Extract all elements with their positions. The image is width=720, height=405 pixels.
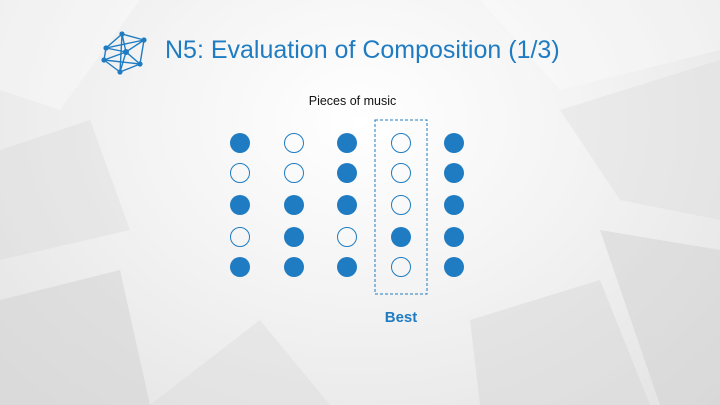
filled-dot <box>337 195 357 215</box>
filled-dot <box>230 195 250 215</box>
filled-dot <box>444 227 464 247</box>
filled-dot <box>337 163 357 183</box>
filled-dot <box>284 195 304 215</box>
slide-title: N5: Evaluation of Composition (1/3) <box>165 36 560 64</box>
empty-dot <box>284 163 304 183</box>
empty-dot <box>391 163 411 183</box>
filled-dot <box>337 257 357 277</box>
filled-dot <box>230 133 250 153</box>
empty-dot <box>284 133 304 153</box>
network-logo-icon <box>101 31 147 75</box>
best-label: Best <box>384 309 418 326</box>
empty-dot <box>391 257 411 277</box>
empty-dot <box>391 195 411 215</box>
filled-dot <box>444 163 464 183</box>
filled-dot <box>444 133 464 153</box>
filled-dot <box>444 195 464 215</box>
empty-dot <box>337 227 357 247</box>
empty-dot <box>391 133 411 153</box>
filled-dot <box>391 227 411 247</box>
pieces-of-music-label: Pieces of music <box>308 94 397 108</box>
filled-dot <box>230 257 250 277</box>
filled-dot <box>337 133 357 153</box>
best-column-highlight <box>374 119 428 295</box>
filled-dot <box>444 257 464 277</box>
empty-dot <box>230 227 250 247</box>
filled-dot <box>284 227 304 247</box>
empty-dot <box>230 163 250 183</box>
filled-dot <box>284 257 304 277</box>
